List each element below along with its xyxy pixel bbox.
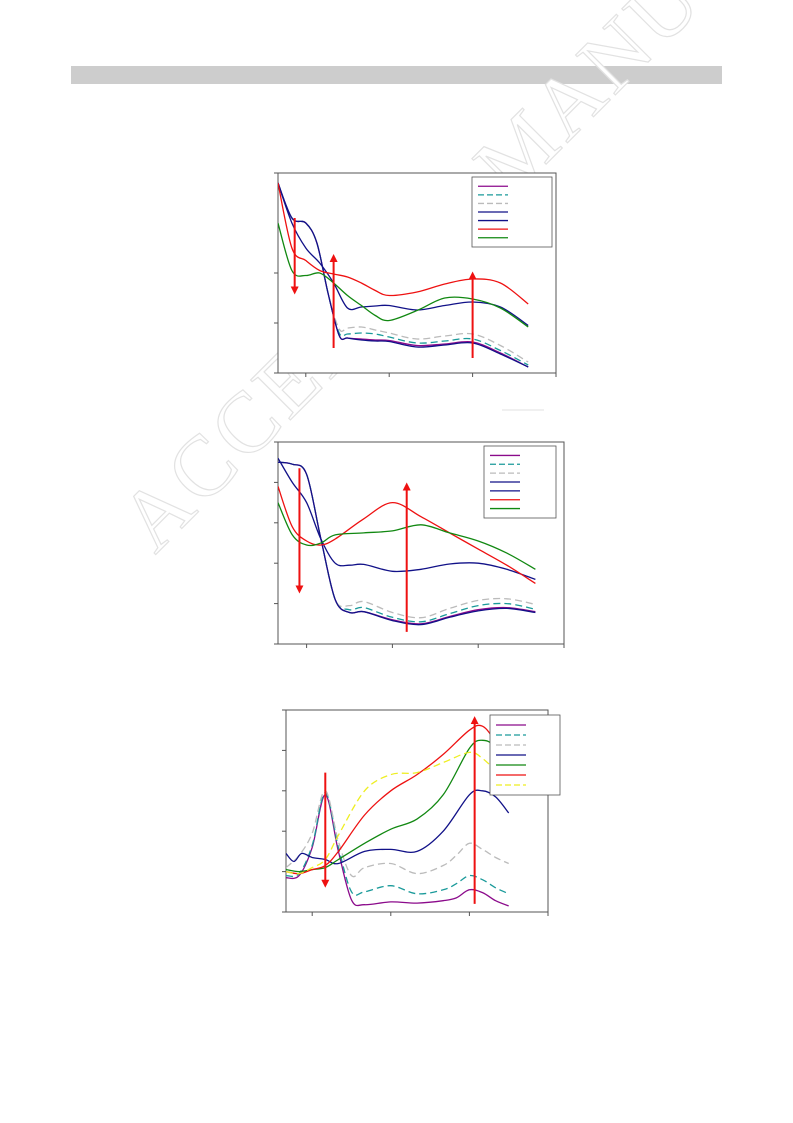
series-group [278,182,529,368]
series-line-7 [278,502,536,570]
series-line-5 [278,182,529,327]
series-line-6 [278,486,536,584]
series-line-7 [286,751,510,875]
series-line-6 [286,724,510,875]
series-group [278,457,536,626]
chart-1 [274,172,557,377]
divider-mark [502,409,544,411]
series-line-4 [278,182,529,368]
series-line-4 [286,789,510,865]
series-group [286,724,510,907]
series-line-4 [278,461,536,626]
chart-3 [282,709,561,916]
series-line-3 [286,790,509,878]
header-bar [71,66,722,84]
series-line-2 [286,792,509,896]
series-line-7 [278,222,529,328]
series-line-5 [278,457,536,581]
chart-2 [274,441,565,648]
